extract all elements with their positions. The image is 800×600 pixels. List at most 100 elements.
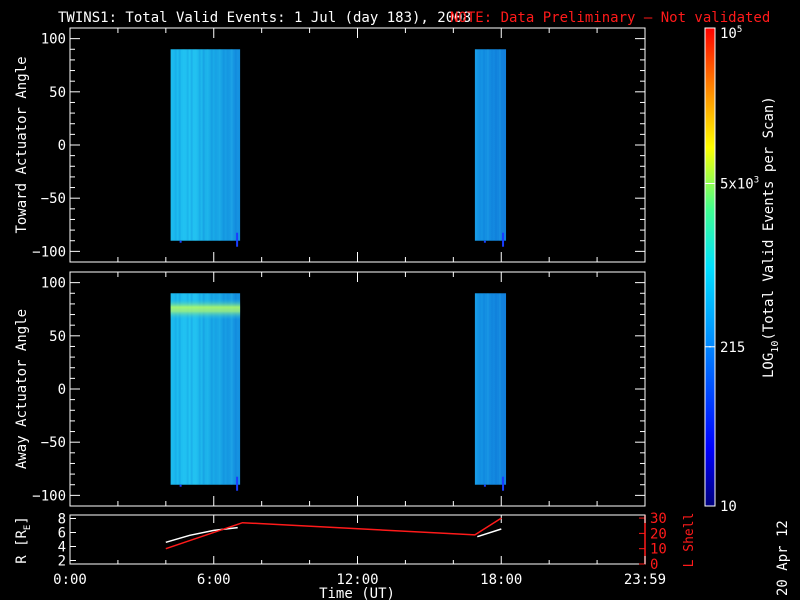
data-block — [170, 293, 241, 485]
y-tick-label: 0 — [58, 382, 66, 398]
block-streak — [178, 49, 181, 241]
away-actuator-panel: 100 50 0 −50 −100 Away Actuator Angle — [14, 271, 646, 507]
block-streak — [474, 293, 477, 485]
r-tick-label: 2 — [58, 554, 66, 570]
data-block — [474, 49, 507, 241]
block-streak — [474, 49, 477, 241]
colorbar-label: LOG10(Total Valid Events per Scan) — [761, 96, 781, 378]
block-streak — [202, 293, 205, 485]
block-streak — [490, 293, 493, 485]
block-streak — [174, 293, 177, 485]
block-streak — [214, 49, 217, 241]
y-tick-label: 100 — [41, 32, 66, 48]
r-axis-label: R [RE] — [14, 516, 33, 564]
y-axis-label: Away Actuator Angle — [14, 309, 30, 469]
y-tick-label: −100 — [32, 244, 66, 260]
block-streak — [494, 49, 497, 241]
radius-trace — [477, 528, 502, 538]
block-streak — [482, 49, 485, 241]
enhanced-band — [170, 298, 241, 320]
block-streak — [174, 49, 177, 241]
time-tick-label: 18:00 — [480, 572, 522, 588]
block-streak — [194, 293, 197, 485]
block-streak — [490, 49, 493, 241]
block-streak — [186, 293, 189, 485]
block-streak — [222, 293, 225, 485]
block-streak — [190, 49, 193, 241]
colorbar: 105 5x103 215 10 — [704, 25, 759, 515]
block-streak — [230, 293, 233, 485]
block-streak — [230, 49, 233, 241]
block-streak — [194, 49, 197, 241]
lshell-tick-label: 0 — [650, 557, 658, 573]
block-streak — [478, 293, 481, 485]
block-streak — [186, 49, 189, 241]
block-streak — [206, 293, 209, 485]
r-tick-label: 4 — [58, 540, 66, 556]
time-tick-label: 12:00 — [336, 572, 378, 588]
data-block — [474, 293, 507, 485]
block-streak — [226, 49, 229, 241]
colorbar-tick-label: 10 — [720, 499, 737, 515]
block-streak — [182, 293, 185, 485]
block-streak — [486, 293, 489, 485]
data-block — [170, 49, 241, 241]
block-streak — [170, 293, 173, 485]
block-streak — [198, 293, 201, 485]
block-streak — [218, 49, 221, 241]
block-streak — [182, 49, 185, 241]
block-streak — [234, 49, 237, 241]
block-streak — [218, 293, 221, 485]
block-streak — [178, 293, 181, 485]
block-streak — [202, 49, 205, 241]
y-tick-label: 0 — [58, 138, 66, 154]
lshell-tick-label: 20 — [650, 526, 667, 542]
figure-title: TWINS1: Total Valid Events: 1 Jul (day 1… — [58, 10, 471, 26]
block-streak — [210, 293, 213, 485]
block-streak — [486, 49, 489, 241]
block-streak — [226, 293, 229, 485]
date-stamp: 20 Apr 12 — [775, 520, 791, 596]
r-tick-label: 6 — [58, 526, 66, 542]
y-tick-label: 100 — [41, 276, 66, 292]
colorbar-tick-label: 5x103 — [720, 175, 759, 192]
block-streak — [206, 49, 209, 241]
colorbar-tick-label: 105 — [720, 25, 742, 42]
block-streak — [498, 293, 501, 485]
time-tick-label: 6:00 — [197, 572, 231, 588]
x-axis-label: Time (UT) — [319, 586, 395, 600]
lshell-tick-label: 10 — [650, 542, 667, 558]
colorbar-tick-label: 215 — [720, 340, 745, 356]
time-tick-label: 23:59 — [624, 572, 666, 588]
r-tick-label: 8 — [58, 512, 66, 528]
block-streak — [494, 293, 497, 485]
y-tick-label: 50 — [49, 329, 66, 345]
lshell-trace — [165, 517, 502, 550]
block-streak — [214, 293, 217, 485]
block-streak — [198, 49, 201, 241]
radius-trace — [165, 526, 238, 544]
colorbar-scale — [704, 27, 716, 507]
block-streak — [482, 293, 485, 485]
lshell-tick-label: 30 — [650, 511, 667, 527]
data-preliminary-note: NOTE: Data Preliminary – Not validated — [450, 10, 770, 26]
block-streak — [498, 49, 501, 241]
y-tick-label: −50 — [41, 191, 66, 207]
lshell-axis-label: L Shell — [682, 513, 697, 568]
y-axis-label: Toward Actuator Angle — [14, 56, 30, 233]
y-tick-label: −100 — [32, 488, 66, 504]
y-tick-label: −50 — [41, 435, 66, 451]
panel-frame — [69, 271, 646, 507]
y-tick-label: 50 — [49, 85, 66, 101]
block-streak — [234, 293, 237, 485]
panel-frame — [69, 27, 646, 263]
block-streak — [222, 49, 225, 241]
time-tick-label: 0:00 — [53, 572, 87, 588]
block-streak — [190, 293, 193, 485]
block-streak — [478, 49, 481, 241]
block-streak — [210, 49, 213, 241]
